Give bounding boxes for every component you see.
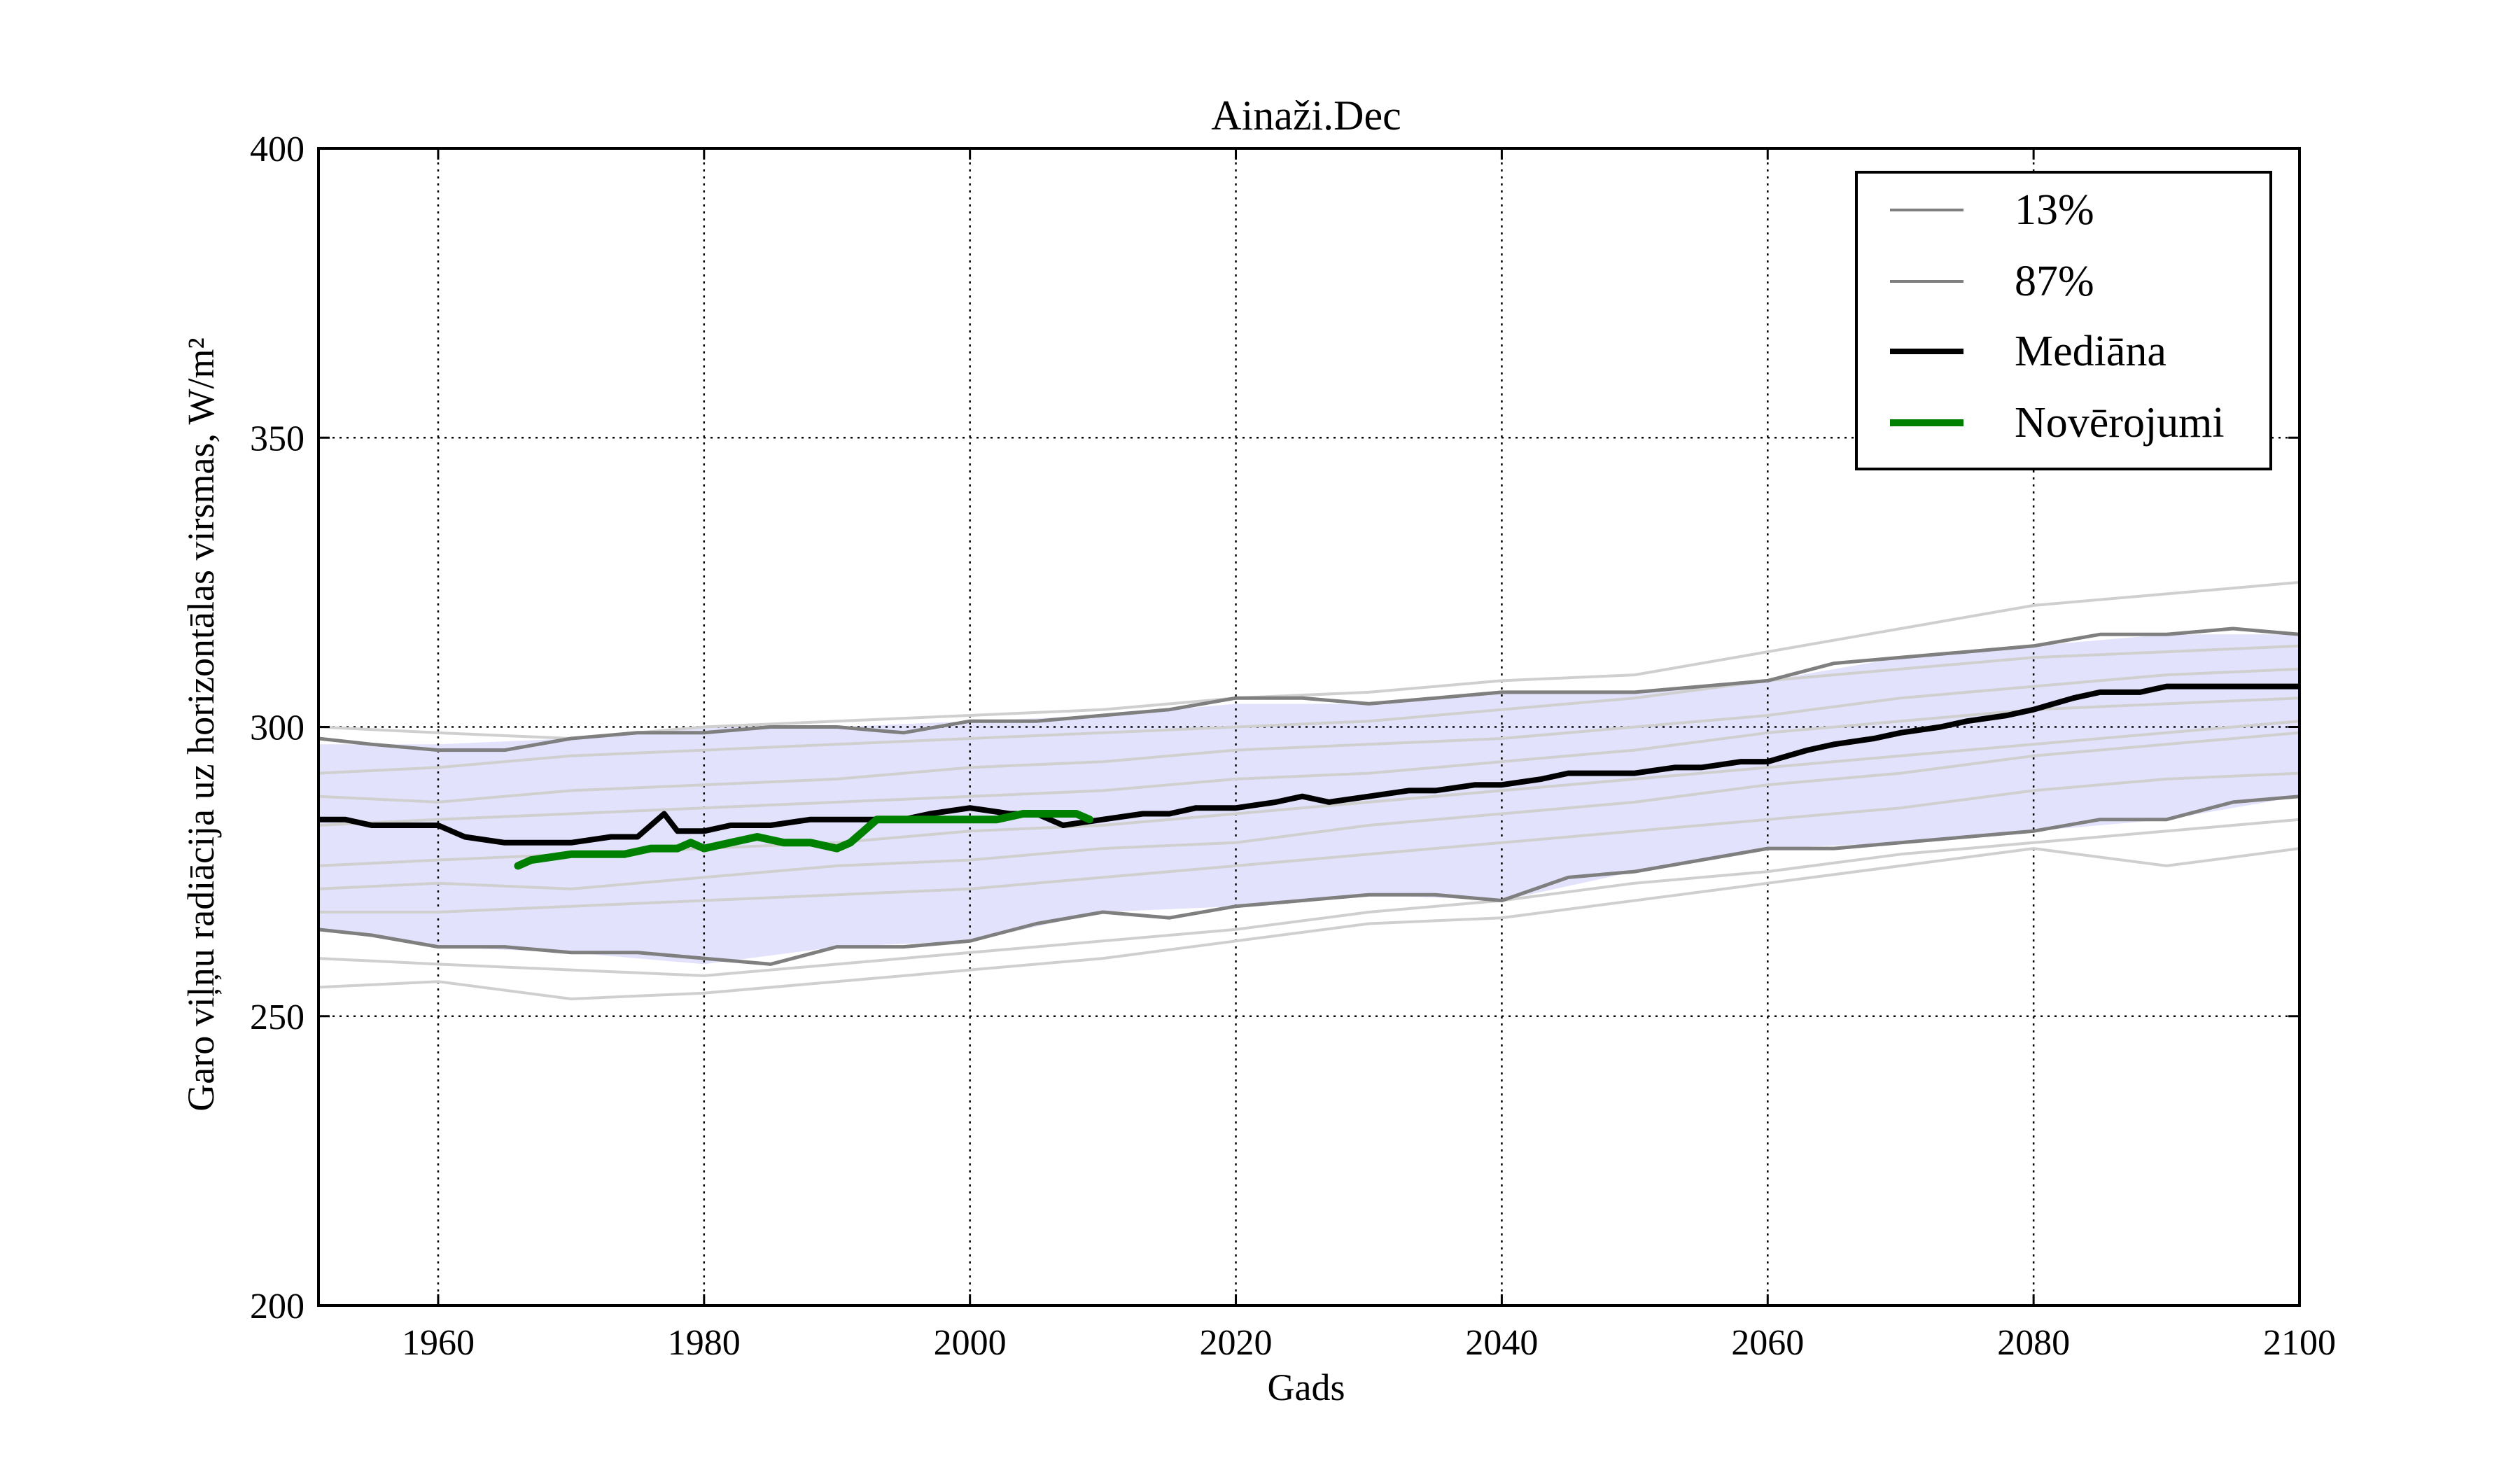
- x-tick-label: 2080: [1997, 1323, 2070, 1363]
- ensemble-member-line: [318, 818, 2300, 977]
- ensemble-member-line: [318, 847, 2300, 1000]
- median-line: [318, 683, 2300, 846]
- x-axis-label: Gads: [1268, 1366, 1345, 1408]
- y-axis-label: Garo viļņu radiācija uz horizontālas vir…: [180, 337, 222, 1111]
- y-tick-label: 400: [250, 130, 304, 169]
- ensemble-member-line: [318, 644, 2300, 775]
- x-tick-label: 2000: [934, 1323, 1007, 1363]
- y-tick-label: 200: [250, 1287, 304, 1326]
- x-tick-label: 2100: [2263, 1323, 2336, 1363]
- axes: 1960 1980 2000 2020 2040 2060 2080 2100 200 250 30…: [250, 130, 2336, 1363]
- legend-label-13: 13%: [2015, 186, 2094, 234]
- ensemble-member-line: [318, 731, 2300, 890]
- ensemble-member-line: [318, 667, 2300, 804]
- x-tick-label: 2040: [1465, 1323, 1538, 1363]
- x-tick-label: 1980: [668, 1323, 741, 1363]
- y-tick-label: 300: [250, 708, 304, 748]
- ensemble-member-line: [318, 771, 2300, 913]
- x-tick-label: 1960: [402, 1323, 475, 1363]
- legend-label-87: 87%: [2015, 258, 2094, 305]
- legend: 13% 87% Mediāna Novērojumi: [1855, 171, 2272, 470]
- x-tick-label: 2020: [1200, 1323, 1273, 1363]
- plot-content: [318, 148, 2300, 1306]
- y-tick-label: 350: [250, 419, 304, 458]
- x-tick-label: 2060: [1731, 1323, 1804, 1363]
- chart-title: Ainaži.Dec: [1211, 92, 1401, 139]
- y-tick-label: 250: [250, 997, 304, 1037]
- ensemble-member-line: [318, 696, 2300, 827]
- legend-label-median: Mediāna: [2015, 328, 2166, 375]
- series-87-line: [318, 626, 2300, 752]
- observations-line: [514, 810, 1094, 870]
- legend-label-observed: Novērojumi: [2015, 399, 2225, 447]
- series-13-line: [318, 794, 2300, 966]
- plot-area: [318, 148, 2300, 1306]
